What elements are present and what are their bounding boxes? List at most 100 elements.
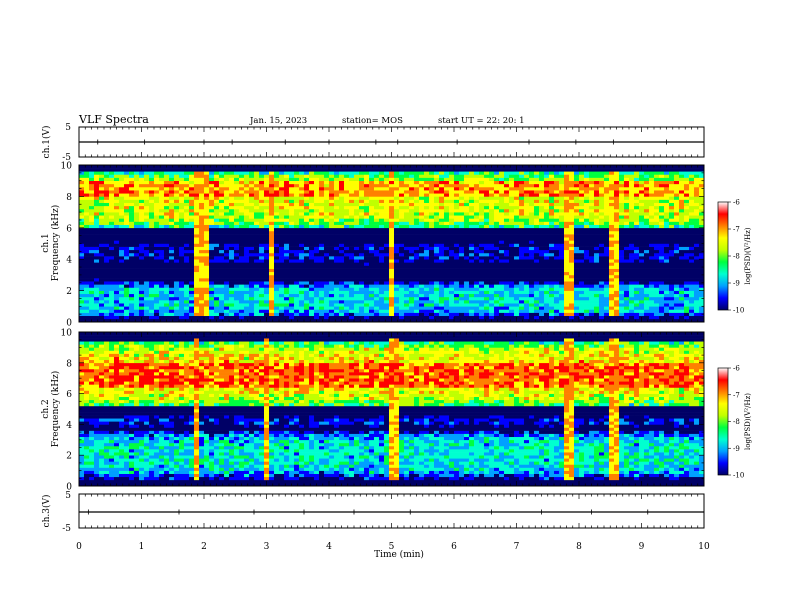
spectrogram-cell (189, 218, 195, 222)
spectrogram-cell (544, 165, 550, 169)
spectrogram-cell (214, 180, 220, 185)
spectrogram-cell (189, 171, 195, 175)
spectrogram-cell (534, 186, 540, 191)
spectrogram-cell (394, 227, 400, 232)
spectrogram-cell (399, 205, 405, 210)
spectrogram-cell (429, 284, 435, 288)
spectrogram-cell (304, 237, 310, 241)
spectrogram-cell (154, 306, 160, 310)
spectrogram-cell (524, 221, 530, 225)
spectrogram-cell (174, 243, 180, 247)
spectrogram-cell (369, 208, 375, 213)
spectrogram-cell (504, 265, 510, 269)
spectrogram-cell (314, 237, 320, 241)
spectrogram-cell (429, 215, 435, 219)
spectrogram-cell (114, 281, 120, 285)
spectrogram-cell (544, 215, 550, 219)
spectrogram-cell (474, 234, 480, 238)
spectrogram-cell (189, 234, 195, 238)
spectrogram-cell (84, 303, 90, 307)
spectrogram-cell (499, 240, 505, 244)
spectrogram-cell (474, 300, 480, 304)
spectrogram-cell (139, 190, 145, 194)
spectrogram-cell (214, 215, 220, 219)
spectrogram-cell (454, 274, 460, 279)
spectrogram-cell (249, 174, 255, 178)
spectrogram-cell (439, 306, 445, 310)
spectrogram-cell (169, 196, 175, 200)
spectrogram-cell (124, 196, 130, 200)
spectrogram-cell (434, 234, 440, 238)
spectrogram-cell (184, 212, 190, 216)
spectrogram-cell (379, 290, 385, 295)
spectrogram-cell (294, 290, 300, 295)
spectrogram-cell (544, 230, 550, 235)
spectrogram-cell (214, 256, 220, 260)
spectrogram-cell (319, 171, 325, 175)
spectrogram-cell (129, 215, 135, 219)
spectrogram-cell (369, 190, 375, 194)
spectrogram-cell (214, 284, 220, 288)
spectrogram-cell (519, 221, 525, 225)
spectrogram-cell (529, 193, 535, 197)
spectrogram-cell (519, 224, 525, 229)
spectrogram-cell (374, 259, 380, 263)
spectrogram-cell (489, 168, 495, 172)
spectrogram-cell (119, 293, 125, 298)
spectrogram-cell (154, 293, 160, 298)
spectrogram-cell (249, 300, 255, 304)
spectrogram-cell (544, 196, 550, 200)
spectrogram-cell (384, 259, 390, 263)
spectrogram-cell (164, 312, 170, 317)
spectrogram-cell (524, 252, 530, 257)
spectrogram-cell (424, 215, 430, 219)
spectrogram-cell (269, 262, 275, 266)
spectrogram-cell (464, 262, 470, 266)
spectrogram-cell (124, 296, 130, 301)
spectrogram-cell (364, 193, 370, 197)
spectrogram-cell (94, 202, 100, 207)
spectrogram-cell (269, 180, 275, 185)
spectrogram-cell (524, 243, 530, 247)
spectrogram-cell (429, 256, 435, 260)
spectrogram-cell (249, 303, 255, 307)
spectrogram-cell (554, 303, 560, 307)
spectrogram-cell (214, 281, 220, 285)
spectrogram-cell (289, 300, 295, 304)
spectrogram-cell (169, 234, 175, 238)
spectrogram-cell (424, 274, 430, 279)
spectrogram-cell (129, 312, 135, 317)
spectrogram-cell (514, 190, 520, 194)
spectrogram-cell (254, 265, 260, 269)
spectrogram-cell (219, 303, 225, 307)
spectrogram-cell (434, 168, 440, 172)
spectrogram-cell (304, 309, 310, 313)
spectrogram-cell (244, 218, 250, 222)
spectrogram-cell (394, 218, 400, 222)
spectrogram-cell (509, 268, 515, 273)
spectrogram-cell (319, 252, 325, 257)
spectrogram-cell (299, 309, 305, 313)
spectrogram-cell (289, 218, 295, 222)
spectrogram-cell (344, 177, 350, 181)
spectrogram-cell (199, 221, 205, 225)
spectrogram-cell (484, 262, 490, 266)
spectrogram-cell (199, 303, 205, 307)
spectrogram-cell (334, 234, 340, 238)
spectrogram-cell (354, 230, 360, 235)
spectrogram-cell (104, 281, 110, 285)
spectrogram-cell (409, 227, 415, 232)
spectrogram-cell (529, 202, 535, 207)
spectrogram-cell (104, 256, 110, 260)
spectrogram-cell (84, 259, 90, 263)
spectrogram-cell (379, 300, 385, 304)
spectrogram-cell (354, 193, 360, 197)
spectrogram-cell (329, 212, 335, 216)
spectrogram-cell (394, 196, 400, 200)
spectrogram-cell (229, 234, 235, 238)
spectrogram-cell (109, 205, 115, 210)
spectrogram-cell (199, 205, 205, 210)
spectrogram-cell (549, 165, 555, 169)
spectrogram-cell (324, 281, 330, 285)
spectrogram-cell (229, 278, 235, 282)
